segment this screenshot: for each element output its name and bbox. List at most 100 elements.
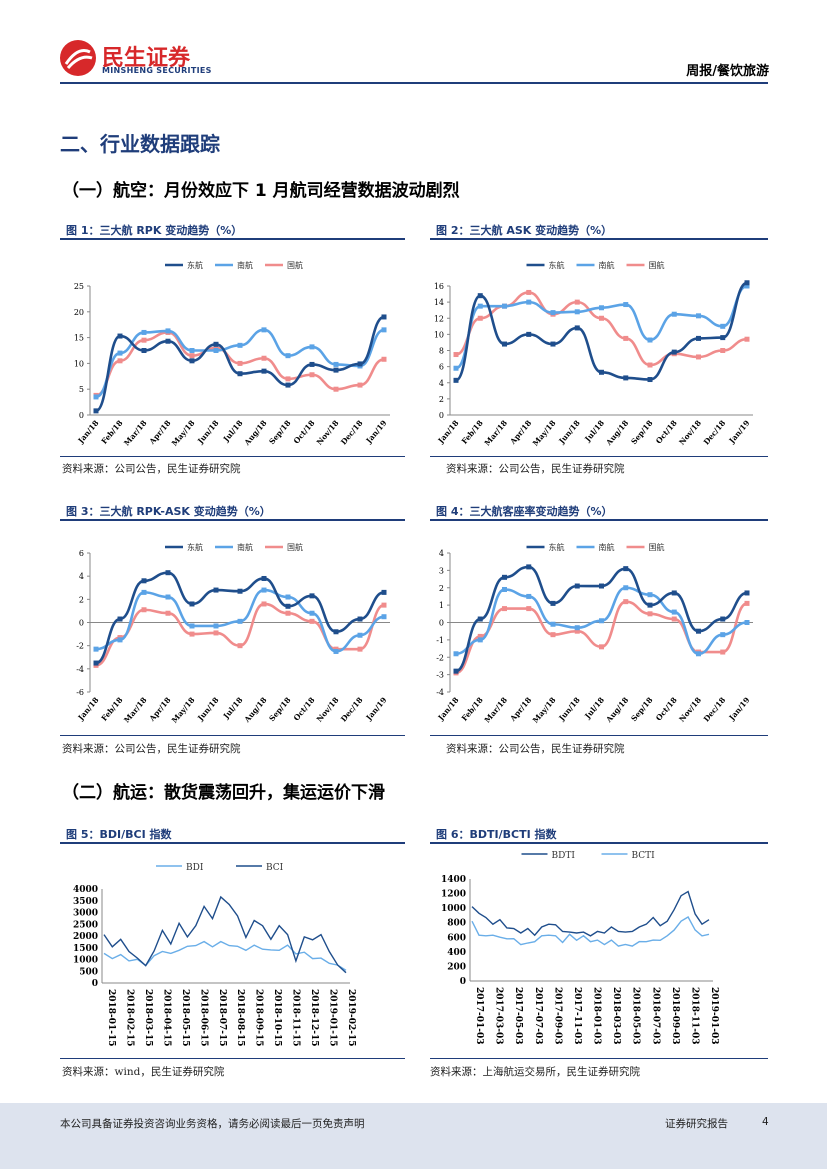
- data-point: [526, 564, 532, 570]
- x-tick-label: Jul/18: [221, 419, 245, 445]
- data-point: [357, 632, 363, 638]
- figure-3-bottom-rule: [60, 735, 405, 736]
- x-tick-label: 2018-10-15: [272, 989, 282, 1047]
- y-tick-label: 10: [434, 330, 444, 339]
- data-point: [623, 302, 629, 308]
- data-point: [381, 327, 387, 333]
- brand-cn: 民生证券: [102, 46, 191, 71]
- data-point: [309, 610, 315, 616]
- data-point: [141, 337, 147, 343]
- y-tick-label: 14: [434, 298, 444, 307]
- y-tick-label: 2500: [73, 920, 98, 930]
- data-point: [237, 643, 243, 649]
- data-point: [599, 305, 604, 311]
- data-point: [285, 594, 291, 600]
- data-point: [381, 356, 387, 362]
- data-point: [165, 328, 171, 334]
- y-tick-label: 1000: [73, 956, 98, 966]
- figure-3-rule: [60, 519, 405, 521]
- x-tick-label: 2018-04-15: [161, 989, 171, 1047]
- data-point: [141, 578, 147, 584]
- y-tick-label: 6: [79, 549, 84, 558]
- x-tick-label: 2018-09-03: [670, 987, 680, 1045]
- data-point: [574, 625, 580, 631]
- y-tick-label: -6: [76, 688, 84, 697]
- y-tick-label: 0: [92, 979, 98, 989]
- data-point: [744, 620, 750, 625]
- series-line-1: [471, 916, 710, 947]
- x-tick-label: Aug/18: [604, 419, 631, 448]
- data-point: [671, 311, 677, 317]
- data-point: [696, 335, 701, 341]
- data-point: [671, 590, 677, 596]
- figure-4-source: 资料来源：公司公告，民生证券研究院: [446, 743, 625, 755]
- data-point: [309, 593, 315, 599]
- y-tick-label: 5: [79, 385, 84, 394]
- data-point: [261, 368, 267, 374]
- y-tick-label: 2000: [73, 932, 98, 942]
- data-point: [502, 341, 507, 347]
- y-tick-label: 1400: [441, 875, 466, 885]
- data-point: [574, 309, 580, 315]
- chart-bdti-bcti: 0 200 400 600 800 1000 1200 1400 2017-01-03 2017-…: [441, 851, 719, 1045]
- data-point: [117, 637, 123, 643]
- data-point: [285, 603, 291, 609]
- series-line-2: [455, 600, 748, 675]
- figure-4-rule: [430, 519, 768, 521]
- data-point: [502, 574, 507, 580]
- figure-1-bottom-rule: [60, 456, 405, 457]
- data-point: [93, 408, 99, 414]
- x-tick-label: 2017-05-03: [513, 987, 523, 1045]
- data-point: [526, 289, 532, 295]
- data-point: [623, 585, 629, 591]
- data-point: [165, 570, 171, 576]
- data-point: [381, 314, 387, 320]
- figure-1-rule: [60, 238, 405, 240]
- data-point: [93, 660, 99, 666]
- x-tick-label: Jun/18: [195, 419, 220, 447]
- data-point: [141, 589, 147, 595]
- legend-label: 国航: [649, 260, 665, 270]
- data-point: [453, 365, 459, 371]
- y-tick-label: 25: [74, 282, 84, 291]
- data-point: [357, 616, 363, 622]
- data-point: [141, 329, 147, 335]
- data-point: [357, 646, 363, 652]
- x-tick-label: Aug/18: [604, 696, 631, 725]
- figure-3-title: 图 3：三大航 RPK-ASK 变动趋势（%）: [66, 505, 271, 518]
- y-tick-label: 4: [439, 549, 444, 558]
- y-tick-label: 800: [447, 919, 466, 929]
- x-tick-label: Nov/18: [677, 419, 703, 447]
- data-point: [213, 345, 219, 351]
- data-point: [213, 630, 219, 636]
- figure-1-source: 资料来源：公司公告，民生证券研究院: [62, 463, 241, 475]
- x-tick-label: May/18: [531, 696, 558, 725]
- legend-label: 东航: [549, 260, 565, 270]
- y-tick-label: 4000: [73, 885, 98, 895]
- data-point: [237, 371, 243, 377]
- data-point: [696, 313, 701, 319]
- x-tick-label: Nov/18: [315, 419, 341, 447]
- x-tick-label: 2018-03-15: [143, 989, 153, 1047]
- data-point: [309, 361, 315, 367]
- data-point: [309, 618, 315, 624]
- figure-2-source: 资料来源：公司公告，民生证券研究院: [446, 463, 625, 475]
- data-point: [165, 594, 171, 600]
- y-tick-label: 4: [439, 379, 444, 388]
- data-point: [285, 353, 291, 359]
- legend-label: 南航: [237, 260, 253, 270]
- data-point: [696, 651, 701, 657]
- x-tick-label: 2018-07-15: [217, 989, 227, 1047]
- subsection-aviation: （一）航空：月份效应下 1 月航司经营数据波动剧烈: [62, 181, 460, 201]
- data-point: [502, 606, 507, 612]
- figure-6-bottom-rule: [430, 1058, 768, 1059]
- data-point: [502, 586, 507, 592]
- y-tick-label: 1: [439, 601, 444, 610]
- data-point: [189, 601, 195, 607]
- data-point: [333, 386, 339, 392]
- legend-label: 南航: [237, 542, 253, 552]
- x-tick-label: Jan/18: [76, 419, 101, 446]
- data-point: [647, 337, 653, 343]
- x-tick-label: 2019-01-15: [328, 989, 338, 1047]
